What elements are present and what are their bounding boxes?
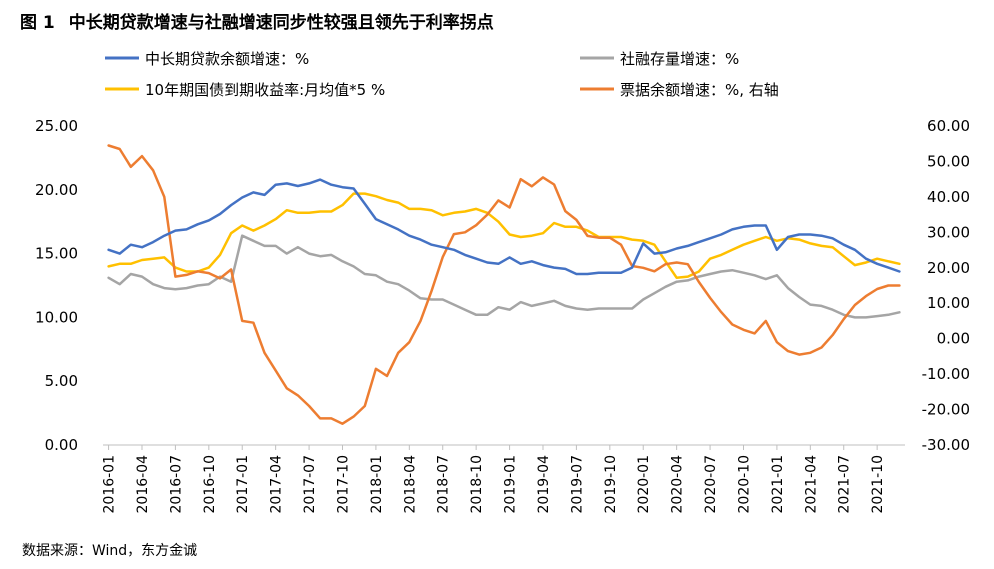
x-tick-label: 2019-07 (569, 455, 585, 514)
x-tick-label: 2016-10 (202, 455, 218, 514)
series-lines (107, 144, 901, 425)
legend: 中长期贷款余额增速：% 社融存量增速：% 10年期国债到期收益率:月均值*5 % 票据… (105, 50, 779, 99)
y-left-tick-label: 10.00 (35, 308, 78, 326)
figure-number: 图 1 (20, 13, 55, 33)
series-line-1 (107, 234, 901, 319)
x-tick-label: 2016-04 (135, 455, 151, 514)
x-tick-label: 2020-07 (703, 455, 719, 514)
x-tick-label: 2017-07 (302, 455, 318, 514)
figure-title-text: 中长期贷款增速与社融增速同步性较强且领先于利率拐点 (68, 13, 494, 33)
x-tick-label: 2017-10 (335, 455, 351, 514)
series-line-2 (107, 192, 901, 280)
y-left-tick-label: 0.00 (45, 436, 78, 454)
chart-title: 图 1 中长期贷款增速与社融增速同步性较强且领先于利率拐点 (20, 8, 494, 33)
x-tick-label: 2018-04 (402, 455, 418, 514)
source-note: 数据来源：Wind，东方金诚 (22, 543, 198, 559)
x-tick-label: 2017-04 (269, 455, 285, 514)
x-tick-label: 2021-04 (803, 455, 819, 514)
x-tick-label: 2018-07 (436, 455, 452, 514)
y-right-tick-label: -30.00 (922, 436, 970, 454)
legend-label-2: 10年期国债到期收益率:月均值*5 % (145, 81, 385, 99)
x-tick-label: 2021-01 (770, 455, 786, 514)
x-tick-label: 2016-07 (168, 455, 184, 514)
series-line-3 (107, 144, 901, 425)
legend-label-1: 社融存量增速：% (620, 50, 739, 68)
y-right-tick-label: 40.00 (927, 188, 970, 206)
x-tick-label: 2017-01 (235, 455, 251, 514)
legend-label-3: 票据余额增速：%, 右轴 (620, 81, 779, 99)
y-right-tick-label: -10.00 (922, 365, 970, 383)
x-tick-label: 2021-07 (837, 455, 853, 514)
x-tick-label: 2019-10 (603, 455, 619, 514)
legend-label-0: 中长期贷款余额增速：% (145, 50, 309, 68)
y-left-tick-label: 20.00 (35, 181, 78, 199)
x-tick-label: 2020-10 (736, 455, 752, 514)
x-tick-label: 2021-10 (870, 455, 886, 514)
x-tick-label: 2019-01 (503, 455, 519, 514)
y-right-tick-label: 0.00 (937, 330, 970, 348)
y-left-tick-label: 15.00 (35, 245, 78, 263)
x-tick-label: 2019-04 (536, 455, 552, 514)
y-right-tick-label: -20.00 (922, 401, 970, 419)
axes: 0.00 5.00 10.00 15.00 20.00 25.00 -30.00 -20.00… (35, 117, 970, 514)
y-right-tick-label: 60.00 (927, 117, 970, 135)
x-tick-label: 2020-01 (636, 455, 652, 514)
y-right-tick-label: 10.00 (927, 294, 970, 312)
y-left-tick-label: 5.00 (45, 372, 78, 390)
y-right-tick-label: 20.00 (927, 259, 970, 277)
y-right-tick-label: 30.00 (927, 223, 970, 241)
x-tick-label: 2018-01 (369, 455, 385, 514)
y-left-tick-label: 25.00 (35, 117, 78, 135)
y-right-tick-label: 50.00 (927, 152, 970, 170)
x-tick-label: 2018-10 (469, 455, 485, 514)
x-tick-label: 2020-04 (670, 455, 686, 514)
series-line-0 (107, 178, 901, 276)
x-tick-label: 2016-01 (102, 455, 118, 514)
